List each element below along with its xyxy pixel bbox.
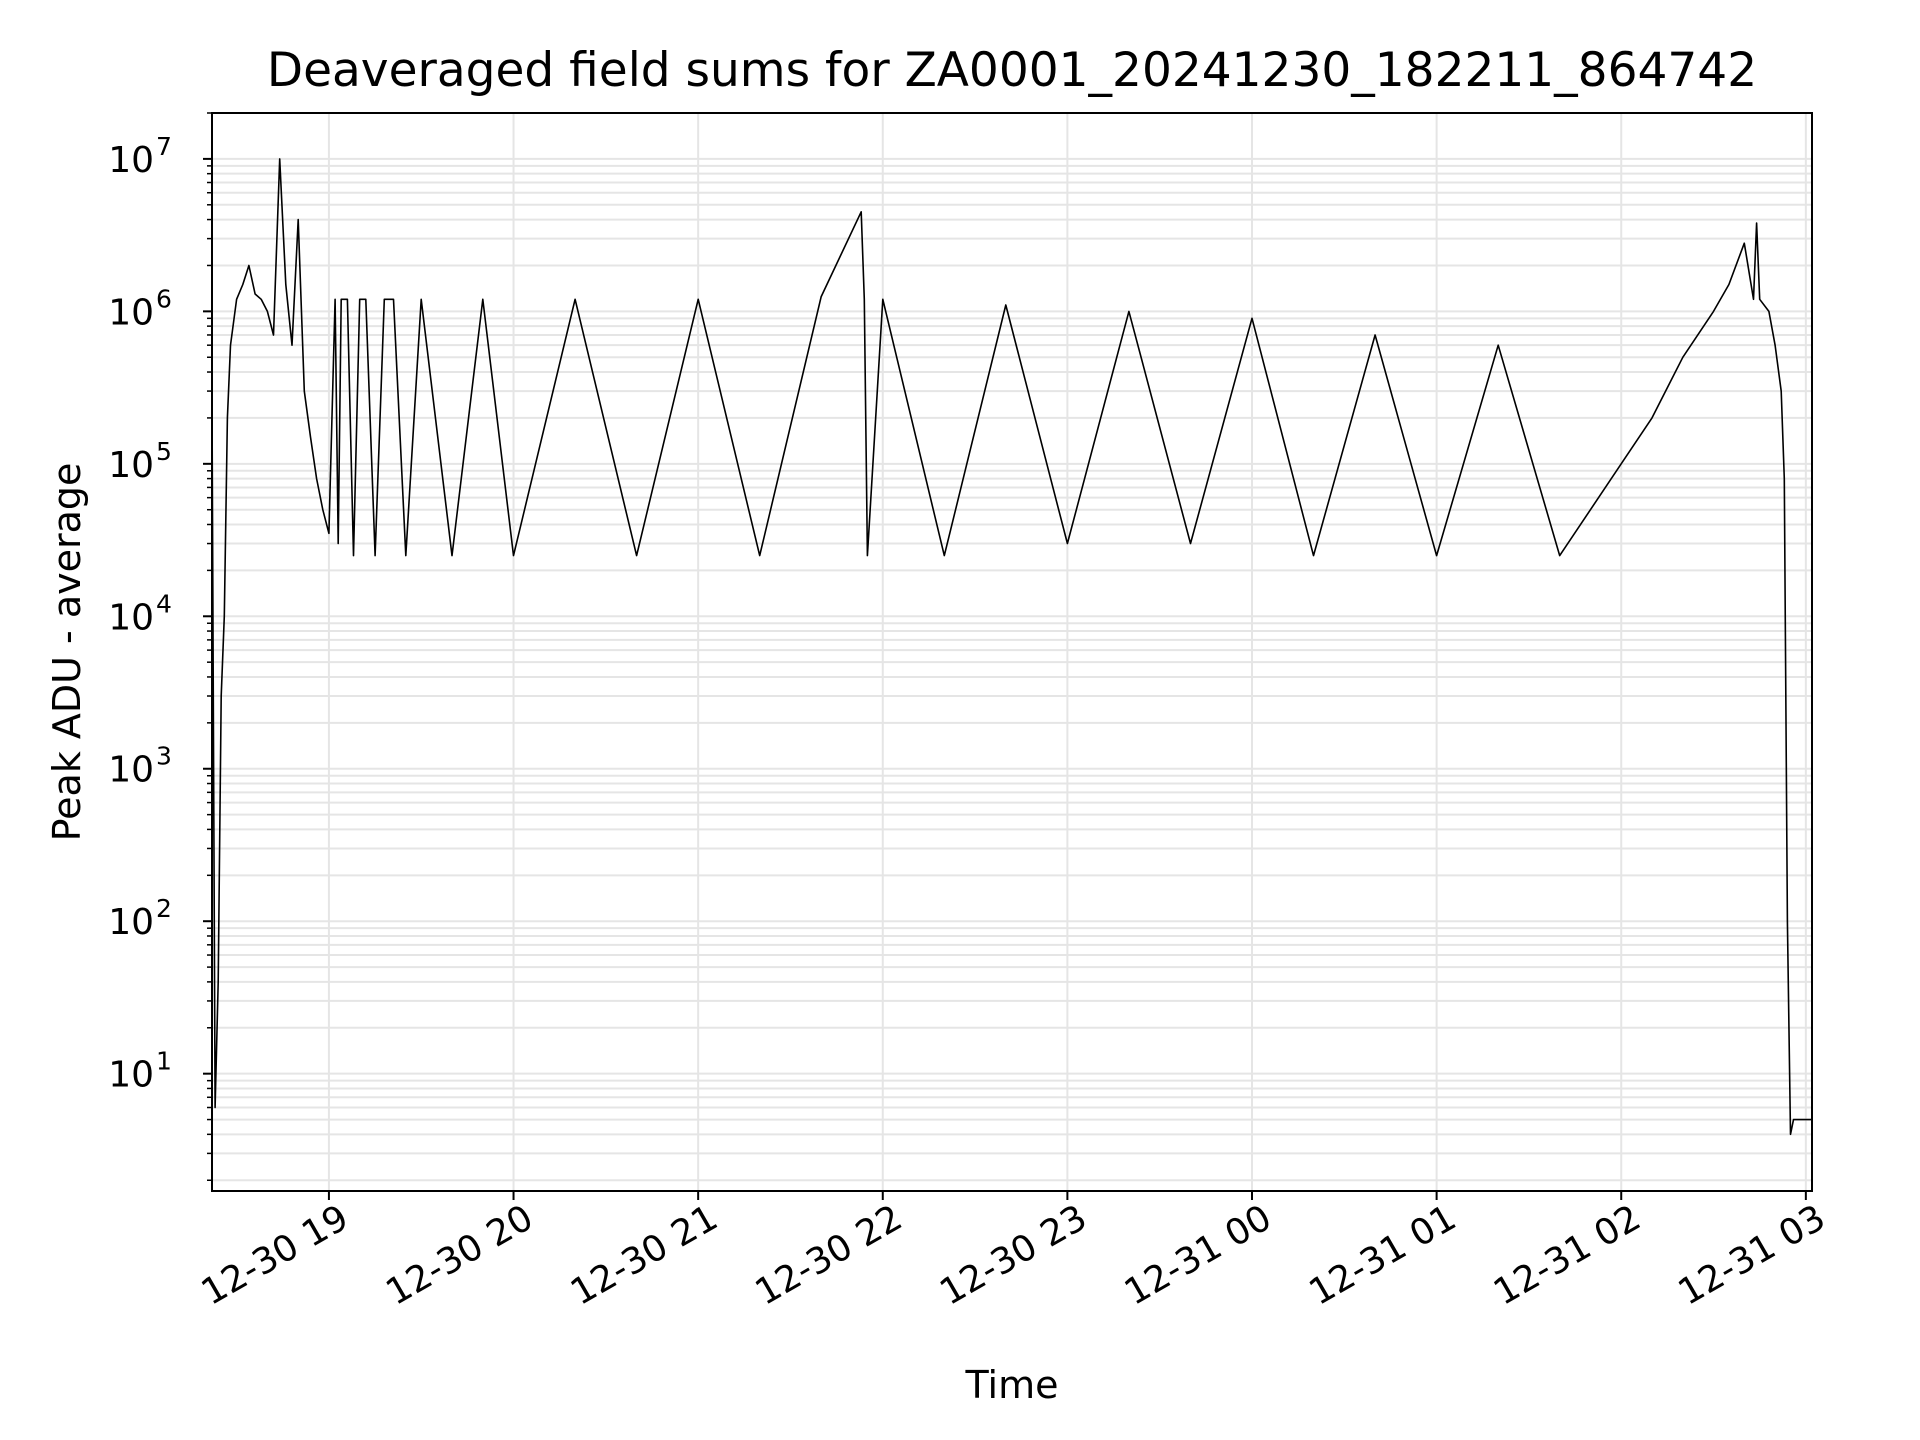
x-axis-label: Time — [965, 1363, 1059, 1407]
grid — [212, 112, 1812, 1191]
y-tick-label: 10 — [108, 597, 154, 638]
chart-title: Deaveraged field sums for ZA0001_2024123… — [267, 43, 1757, 98]
y-axis-label: Peak ADU - average — [45, 463, 89, 842]
y-tick-label: 10 — [108, 445, 154, 486]
y-tick-label-exponent: 2 — [156, 894, 172, 923]
y-tick-label-exponent: 6 — [156, 284, 172, 313]
y-tick-label: 10 — [108, 750, 154, 791]
y-tick-label: 10 — [108, 1055, 154, 1096]
y-tick-label-exponent: 7 — [156, 132, 172, 161]
y-tick-label-exponent: 1 — [156, 1047, 172, 1076]
plot-area-frame — [211, 112, 1813, 1192]
series-line-0 — [211, 158, 1812, 1136]
y-tick-label: 10 — [108, 292, 154, 333]
y-tick-label-exponent: 5 — [156, 437, 172, 466]
y-tick-label: 10 — [108, 140, 154, 181]
y-tick-label-exponent: 4 — [156, 589, 172, 618]
series-layer — [211, 158, 1812, 1136]
y-tick-label-exponent: 3 — [156, 742, 172, 771]
y-tick-label: 10 — [108, 902, 154, 943]
